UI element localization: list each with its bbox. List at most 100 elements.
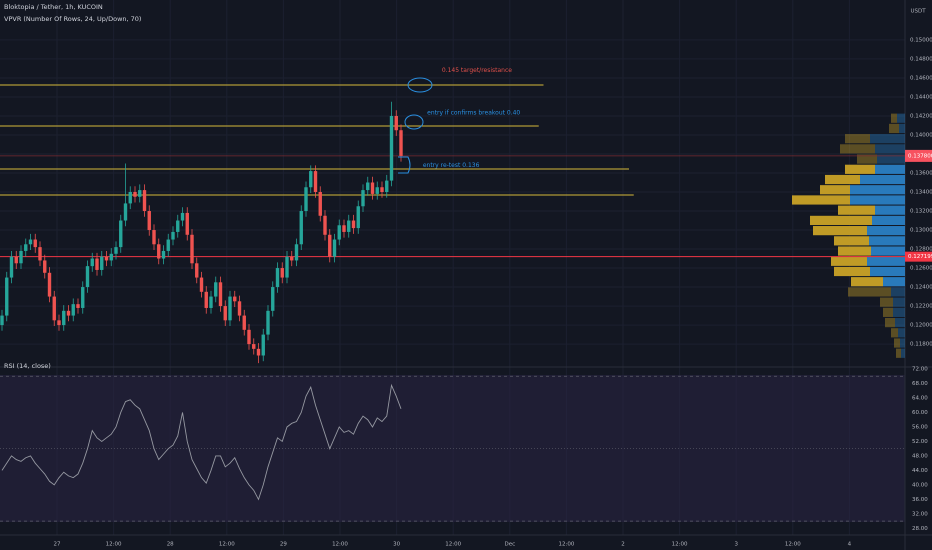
- candle-body: [157, 244, 161, 259]
- candle-body: [209, 296, 213, 308]
- candle-body: [62, 310, 66, 326]
- candle-body: [114, 247, 118, 254]
- x-tick-label: 12:00: [672, 542, 688, 548]
- candle-body: [28, 239, 33, 245]
- currency-label: USDT: [910, 9, 926, 15]
- rsi-tick-label: 64.00: [912, 395, 928, 401]
- rsi-label: RSI (14, close): [4, 362, 51, 370]
- candle-body: [9, 256, 14, 278]
- profile-down: [883, 307, 893, 317]
- candle-body: [399, 130, 403, 156]
- candle-body: [5, 277, 9, 316]
- x-tick-label: 28: [167, 542, 174, 548]
- candle-body: [109, 253, 113, 261]
- candle-body: [256, 348, 261, 356]
- candle-body: [66, 310, 71, 316]
- annotation: 0.145 target/resistance: [442, 67, 512, 74]
- candle-body: [161, 250, 166, 259]
- profile-down: [891, 328, 898, 338]
- candle-body: [24, 244, 28, 251]
- profile-down: [813, 226, 867, 236]
- candle-body: [128, 192, 132, 204]
- candle-body: [252, 344, 256, 349]
- candle-body: [285, 256, 289, 278]
- x-tick-label: 12:00: [106, 542, 122, 548]
- candle-body: [347, 220, 351, 232]
- rsi-tick-label: 36.00: [912, 497, 928, 503]
- x-tick-label: 4: [848, 542, 852, 548]
- candle-body: [133, 192, 137, 197]
- profile-up: [898, 328, 905, 338]
- rsi-tick-label: 72.00: [912, 367, 928, 373]
- rsi-tick-label: 56.00: [912, 424, 928, 430]
- candle-body: [0, 315, 4, 326]
- candle-body: [375, 187, 379, 194]
- annotation-bracket: [398, 156, 411, 174]
- rsi-tick-label: 28.00: [912, 526, 928, 532]
- profile-up: [871, 246, 905, 256]
- indicator-label: VPVR (Number Of Rows, 24, Up/Down, 70): [4, 15, 141, 23]
- profile-up: [883, 277, 905, 287]
- profile-down: [840, 144, 875, 154]
- candle-body: [142, 190, 147, 212]
- x-tick-label: 30: [393, 542, 400, 548]
- annotation: entry if confirms breakout 0.40: [427, 110, 520, 117]
- candle-body: [190, 234, 194, 264]
- profile-down: [857, 154, 877, 164]
- candle-body: [332, 239, 337, 257]
- candle-body: [385, 180, 389, 193]
- profile-up: [893, 297, 905, 307]
- profile-down: [810, 215, 872, 226]
- profile-up: [870, 134, 905, 144]
- profile-up: [850, 195, 905, 205]
- last-price-box: [905, 149, 932, 162]
- profile-up: [893, 307, 905, 317]
- candle-body: [152, 230, 156, 245]
- candle-body: [351, 220, 356, 229]
- candle-body: [394, 115, 398, 131]
- profile-down: [889, 123, 899, 134]
- candle-body: [19, 250, 23, 264]
- rsi-tick-label: 68.00: [912, 381, 928, 387]
- profile-down: [838, 205, 875, 215]
- candle-body: [233, 296, 237, 302]
- x-tick-label: 12:00: [445, 542, 461, 548]
- rsi-tick-label: 48.00: [912, 453, 928, 459]
- profile-up: [877, 154, 905, 164]
- candle-body: [266, 310, 270, 335]
- x-tick-label: 12:00: [558, 542, 574, 548]
- candle-body: [223, 306, 227, 321]
- candle-body: [309, 171, 313, 188]
- x-tick-label: 29: [280, 542, 287, 548]
- candle-body: [380, 187, 384, 193]
- candle-body: [337, 225, 341, 240]
- candle-body: [290, 256, 294, 261]
- candle-body: [271, 287, 275, 311]
- candle-body: [14, 256, 18, 264]
- candle-body: [299, 211, 303, 245]
- candle-body: [71, 304, 75, 316]
- profile-up: [867, 226, 905, 236]
- candle-body: [90, 258, 94, 267]
- candle-body: [100, 256, 104, 270]
- candle-body: [361, 190, 365, 207]
- profile-down: [845, 134, 870, 144]
- x-tick-label: 12:00: [219, 542, 235, 548]
- y-tick-label: 0.118000: [910, 342, 932, 348]
- profile-down: [834, 266, 870, 277]
- profile-up: [897, 113, 905, 123]
- candle-body: [370, 182, 375, 194]
- profile-up: [875, 144, 905, 154]
- profile-down: [851, 277, 883, 287]
- candle-body: [275, 268, 280, 288]
